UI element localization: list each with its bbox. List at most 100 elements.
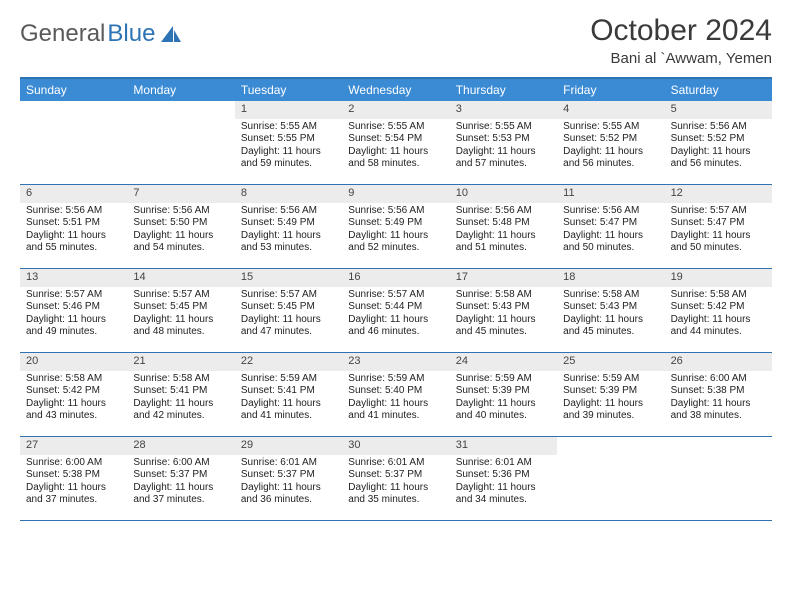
- day-number: 3: [450, 101, 557, 119]
- calendar-cell: 9Sunrise: 5:56 AMSunset: 5:49 PMDaylight…: [342, 185, 449, 269]
- day-number: 4: [557, 101, 664, 119]
- day-details: Sunrise: 5:57 AMSunset: 5:46 PMDaylight:…: [20, 287, 127, 343]
- calendar-cell: 6Sunrise: 5:56 AMSunset: 5:51 PMDaylight…: [20, 185, 127, 269]
- calendar-cell: 2Sunrise: 5:55 AMSunset: 5:54 PMDaylight…: [342, 101, 449, 185]
- daylight-line: Daylight: 11 hours and 41 minutes.: [348, 398, 443, 423]
- day-number: 28: [127, 437, 234, 455]
- calendar-cell-empty: ..: [557, 437, 664, 521]
- sunset-line: Sunset: 5:39 PM: [563, 385, 658, 398]
- day-number: 18: [557, 269, 664, 287]
- weekday-header: Saturday: [665, 79, 772, 101]
- daylight-line: Daylight: 11 hours and 54 minutes.: [133, 230, 228, 255]
- sunset-line: Sunset: 5:52 PM: [563, 133, 658, 146]
- sunset-line: Sunset: 5:39 PM: [456, 385, 551, 398]
- sunrise-line: Sunrise: 5:56 AM: [563, 205, 658, 218]
- calendar-grid: SundayMondayTuesdayWednesdayThursdayFrid…: [20, 77, 772, 521]
- sunset-line: Sunset: 5:45 PM: [133, 301, 228, 314]
- day-details: Sunrise: 6:01 AMSunset: 5:37 PMDaylight:…: [235, 455, 342, 511]
- sunrise-line: Sunrise: 5:59 AM: [456, 373, 551, 386]
- day-number: 22: [235, 353, 342, 371]
- sunset-line: Sunset: 5:43 PM: [563, 301, 658, 314]
- sunset-line: Sunset: 5:42 PM: [671, 301, 766, 314]
- daylight-line: Daylight: 11 hours and 39 minutes.: [563, 398, 658, 423]
- sunset-line: Sunset: 5:37 PM: [133, 469, 228, 482]
- day-details: Sunrise: 5:56 AMSunset: 5:47 PMDaylight:…: [557, 203, 664, 259]
- day-number: 16: [342, 269, 449, 287]
- weekday-header: Friday: [557, 79, 664, 101]
- location-text: Bani al `Awwam, Yemen: [590, 50, 772, 67]
- sunrise-line: Sunrise: 5:58 AM: [26, 373, 121, 386]
- brand-sail-icon: [159, 24, 183, 44]
- day-details: Sunrise: 5:57 AMSunset: 5:45 PMDaylight:…: [127, 287, 234, 343]
- calendar-cell: 8Sunrise: 5:56 AMSunset: 5:49 PMDaylight…: [235, 185, 342, 269]
- sunset-line: Sunset: 5:47 PM: [563, 217, 658, 230]
- sunrise-line: Sunrise: 5:56 AM: [348, 205, 443, 218]
- day-details: Sunrise: 5:57 AMSunset: 5:47 PMDaylight:…: [665, 203, 772, 259]
- day-details: Sunrise: 5:58 AMSunset: 5:42 PMDaylight:…: [665, 287, 772, 343]
- calendar-cell: 19Sunrise: 5:58 AMSunset: 5:42 PMDayligh…: [665, 269, 772, 353]
- day-details: Sunrise: 6:00 AMSunset: 5:38 PMDaylight:…: [20, 455, 127, 511]
- sunrise-line: Sunrise: 5:56 AM: [133, 205, 228, 218]
- sunset-line: Sunset: 5:36 PM: [456, 469, 551, 482]
- sunrise-line: Sunrise: 5:57 AM: [26, 289, 121, 302]
- day-details: Sunrise: 5:58 AMSunset: 5:42 PMDaylight:…: [20, 371, 127, 427]
- month-title: October 2024: [590, 14, 772, 48]
- sunset-line: Sunset: 5:38 PM: [671, 385, 766, 398]
- daylight-line: Daylight: 11 hours and 46 minutes.: [348, 314, 443, 339]
- daylight-line: Daylight: 11 hours and 57 minutes.: [456, 146, 551, 171]
- day-number: 10: [450, 185, 557, 203]
- calendar-cell: 27Sunrise: 6:00 AMSunset: 5:38 PMDayligh…: [20, 437, 127, 521]
- calendar-cell: 14Sunrise: 5:57 AMSunset: 5:45 PMDayligh…: [127, 269, 234, 353]
- sunset-line: Sunset: 5:50 PM: [133, 217, 228, 230]
- day-details: Sunrise: 5:55 AMSunset: 5:54 PMDaylight:…: [342, 119, 449, 175]
- brand-word-1: General: [20, 20, 105, 48]
- sunrise-line: Sunrise: 5:57 AM: [348, 289, 443, 302]
- sunrise-line: Sunrise: 5:56 AM: [241, 205, 336, 218]
- daylight-line: Daylight: 11 hours and 45 minutes.: [456, 314, 551, 339]
- calendar-cell: 5Sunrise: 5:56 AMSunset: 5:52 PMDaylight…: [665, 101, 772, 185]
- sunrise-line: Sunrise: 5:58 AM: [133, 373, 228, 386]
- day-number: 20: [20, 353, 127, 371]
- sunrise-line: Sunrise: 5:57 AM: [241, 289, 336, 302]
- day-number: 21: [127, 353, 234, 371]
- day-number: 31: [450, 437, 557, 455]
- sunrise-line: Sunrise: 5:57 AM: [671, 205, 766, 218]
- day-details: Sunrise: 5:59 AMSunset: 5:39 PMDaylight:…: [450, 371, 557, 427]
- sunrise-line: Sunrise: 6:00 AM: [671, 373, 766, 386]
- daylight-line: Daylight: 11 hours and 43 minutes.: [26, 398, 121, 423]
- sunrise-line: Sunrise: 5:55 AM: [241, 121, 336, 134]
- day-number: 23: [342, 353, 449, 371]
- daylight-line: Daylight: 11 hours and 51 minutes.: [456, 230, 551, 255]
- calendar-cell: 12Sunrise: 5:57 AMSunset: 5:47 PMDayligh…: [665, 185, 772, 269]
- day-details: Sunrise: 6:01 AMSunset: 5:36 PMDaylight:…: [450, 455, 557, 511]
- day-number: 14: [127, 269, 234, 287]
- daylight-line: Daylight: 11 hours and 40 minutes.: [456, 398, 551, 423]
- day-number: 17: [450, 269, 557, 287]
- day-number: 24: [450, 353, 557, 371]
- calendar-cell: 10Sunrise: 5:56 AMSunset: 5:48 PMDayligh…: [450, 185, 557, 269]
- calendar-cell: 11Sunrise: 5:56 AMSunset: 5:47 PMDayligh…: [557, 185, 664, 269]
- sunset-line: Sunset: 5:46 PM: [26, 301, 121, 314]
- sunset-line: Sunset: 5:41 PM: [133, 385, 228, 398]
- sunset-line: Sunset: 5:48 PM: [456, 217, 551, 230]
- calendar-cell: 1Sunrise: 5:55 AMSunset: 5:55 PMDaylight…: [235, 101, 342, 185]
- sunrise-line: Sunrise: 5:56 AM: [26, 205, 121, 218]
- calendar-cell-empty: ..: [127, 101, 234, 185]
- day-number: 19: [665, 269, 772, 287]
- sunrise-line: Sunrise: 5:59 AM: [241, 373, 336, 386]
- calendar-cell: 28Sunrise: 6:00 AMSunset: 5:37 PMDayligh…: [127, 437, 234, 521]
- day-details: Sunrise: 5:58 AMSunset: 5:43 PMDaylight:…: [450, 287, 557, 343]
- header: GeneralBlue October 2024 Bani al `Awwam,…: [20, 14, 772, 67]
- day-number: 1: [235, 101, 342, 119]
- day-details: Sunrise: 5:57 AMSunset: 5:45 PMDaylight:…: [235, 287, 342, 343]
- day-details: Sunrise: 6:00 AMSunset: 5:38 PMDaylight:…: [665, 371, 772, 427]
- day-number: 11: [557, 185, 664, 203]
- daylight-line: Daylight: 11 hours and 38 minutes.: [671, 398, 766, 423]
- day-details: Sunrise: 5:56 AMSunset: 5:49 PMDaylight:…: [235, 203, 342, 259]
- sunrise-line: Sunrise: 5:58 AM: [563, 289, 658, 302]
- day-number: 2: [342, 101, 449, 119]
- daylight-line: Daylight: 11 hours and 59 minutes.: [241, 146, 336, 171]
- calendar-cell: 22Sunrise: 5:59 AMSunset: 5:41 PMDayligh…: [235, 353, 342, 437]
- day-details: Sunrise: 5:59 AMSunset: 5:39 PMDaylight:…: [557, 371, 664, 427]
- sunrise-line: Sunrise: 6:01 AM: [456, 457, 551, 470]
